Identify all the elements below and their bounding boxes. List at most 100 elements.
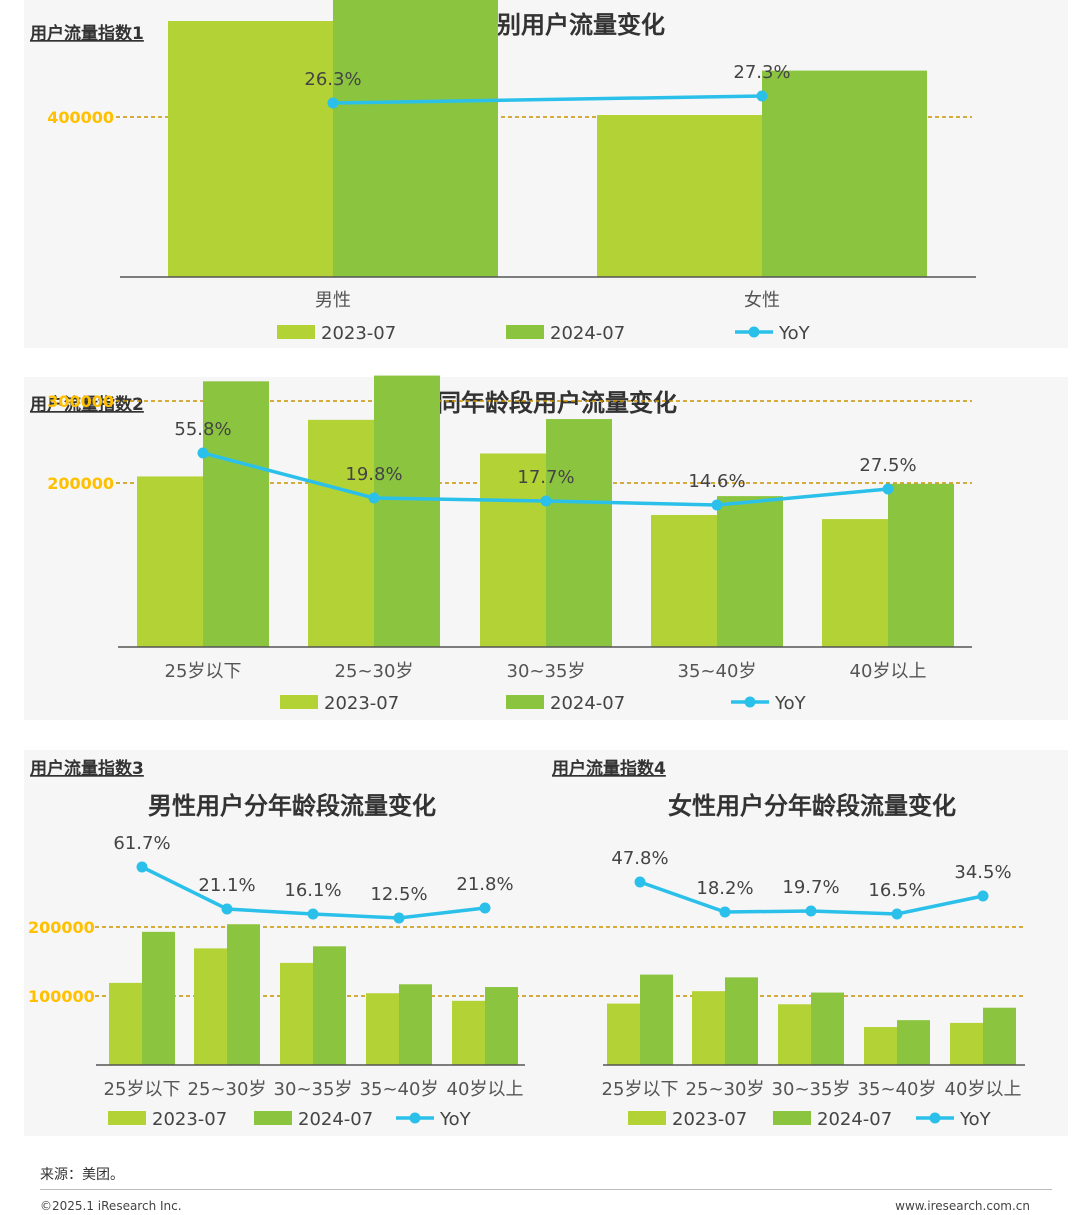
chart4-title: 女性用户分年龄段流量变化 [668, 792, 956, 820]
chart2-ytick-label: 300000 [47, 392, 114, 411]
chart2-category-label: 40岁以上 [850, 661, 927, 682]
chart2-legend-swatch-2023 [280, 695, 318, 709]
chart2-category-label: 30~35岁 [507, 661, 586, 682]
chart4-bar [692, 991, 725, 1065]
chart3-category-label: 30~35岁 [274, 1079, 353, 1100]
chart4-legend-swatch-2024 [773, 1111, 811, 1125]
chart1-bar [762, 70, 927, 277]
footer-divider [40, 1189, 1052, 1190]
chart2-yoy-label: 17.7% [517, 467, 574, 488]
chart2-bar [822, 519, 888, 647]
chart1-yoy-line [332, 94, 763, 105]
chart4-bar [778, 1004, 811, 1065]
chart4-legend-marker-yoy [929, 1112, 941, 1124]
chart2-bar [137, 476, 203, 647]
chart4-category-label: 40岁以上 [945, 1079, 1022, 1100]
chart1-yoy-point [327, 97, 339, 109]
chart4-legend-label-yoy: YoY [959, 1109, 992, 1130]
chart1-legend-swatch-2024 [506, 325, 544, 339]
chart2-category-label: 35~40岁 [678, 661, 757, 682]
chart4-yoy-point [805, 905, 817, 917]
chart4-tag: 用户流量指数4 [552, 758, 666, 779]
chart1-legend-marker-yoy [748, 326, 760, 338]
chart3-title: 男性用户分年龄段流量变化 [148, 792, 436, 820]
chart4-bar [607, 1003, 640, 1065]
chart2-yoy-point [368, 492, 380, 504]
chart3-legend-swatch-2023 [108, 1111, 146, 1125]
chart3-bar [399, 984, 432, 1065]
chart3-legend-label-yoy: YoY [439, 1109, 472, 1130]
chart2-bar [546, 419, 612, 647]
chart1-yoy-point [756, 90, 768, 102]
chart4-bar [950, 1022, 983, 1065]
chart4-yoy-label: 34.5% [954, 862, 1011, 883]
chart4-bar [897, 1020, 930, 1065]
chart4-category-label: 30~35岁 [772, 1079, 851, 1100]
site-url: www.iresearch.com.cn [895, 1199, 1030, 1213]
chart4-yoy-point [719, 906, 731, 918]
chart3-legend-swatch-2024 [254, 1111, 292, 1125]
copyright: ©2025.1 iResearch Inc. [40, 1199, 182, 1213]
chart3-category-label: 35~40岁 [360, 1079, 439, 1100]
chart3-legend-marker-yoy [409, 1112, 421, 1124]
chart1-bar [168, 21, 333, 277]
chart2-legend-label-2024: 2024-07 [550, 693, 625, 714]
chart2-bar [480, 453, 546, 647]
chart4-bar [864, 1027, 897, 1065]
chart3-bar [109, 982, 142, 1065]
chart1-legend-label-2024: 2024-07 [550, 323, 625, 344]
chart3-bar [452, 1000, 485, 1065]
chart2-bar [308, 419, 374, 647]
chart2-legend-label-yoy: YoY [774, 693, 807, 714]
chart2-tag: 用户流量指数2 [30, 394, 144, 415]
chart4-category-label: 35~40岁 [858, 1079, 937, 1100]
chart4-yoy-label: 18.2% [696, 878, 753, 899]
chart2-legend-swatch-2024 [506, 695, 544, 709]
chart3-yoy-label: 21.8% [456, 874, 513, 895]
chart2-bar [888, 483, 954, 647]
chart2-yoy-label: 19.8% [345, 464, 402, 485]
chart2-ytick-label: 200000 [47, 474, 114, 493]
chart1-yoy-label: 27.3% [733, 62, 790, 83]
chart2-legend-label-2023: 2023-07 [324, 693, 399, 714]
chart3-yoy-point [221, 903, 233, 915]
chart4-yoy-point [634, 876, 646, 888]
chart2-yoy-point [197, 447, 209, 459]
chart3-yoy-label: 12.5% [370, 884, 427, 905]
chart4-bar [983, 1007, 1016, 1065]
chart2-bar [203, 381, 269, 647]
chart2-yoy-label: 14.6% [688, 471, 745, 492]
chart2-category-label: 25岁以下 [165, 661, 242, 682]
panel-3 [24, 750, 1068, 1136]
chart3-legend-label-2023: 2023-07 [152, 1109, 227, 1130]
chart4-legend-swatch-2023 [628, 1111, 666, 1125]
chart4-yoy-point [891, 908, 903, 920]
chart2-legend-marker-yoy [744, 696, 756, 708]
chart4-legend-label-2023: 2023-07 [672, 1109, 747, 1130]
chart4-category-label: 25~30岁 [686, 1079, 765, 1100]
chart2-yoy-point [882, 483, 894, 495]
chart2-category-label: 25~30岁 [335, 661, 414, 682]
chart4-bar [811, 992, 844, 1065]
chart3-yoy-point [393, 912, 405, 924]
chart4-legend-label-2024: 2024-07 [817, 1109, 892, 1130]
chart2-yoy-point [711, 499, 723, 511]
chart1-legend-label-2023: 2023-07 [321, 323, 396, 344]
chart4-yoy-label: 47.8% [611, 848, 668, 869]
chart3-bar [485, 987, 518, 1065]
chart3-tag: 用户流量指数3 [30, 758, 144, 779]
chart4-yoy-point [977, 890, 989, 902]
chart2-bar [651, 514, 717, 647]
chart3-ytick-label: 200000 [28, 918, 95, 937]
chart3-ytick-label: 100000 [28, 987, 95, 1006]
chart3-bar [366, 993, 399, 1065]
chart2-yoy-label: 55.8% [174, 419, 231, 440]
chart3-yoy-point [479, 902, 491, 914]
chart4-yoy-label: 16.5% [868, 880, 925, 901]
chart3-legend-label-2024: 2024-07 [298, 1109, 373, 1130]
source-note: 来源：美团。 [40, 1167, 124, 1183]
chart1-bar [597, 115, 762, 277]
chart3-category-label: 25~30岁 [188, 1079, 267, 1100]
chart2-title: 不同年龄段用户流量变化 [413, 389, 677, 417]
